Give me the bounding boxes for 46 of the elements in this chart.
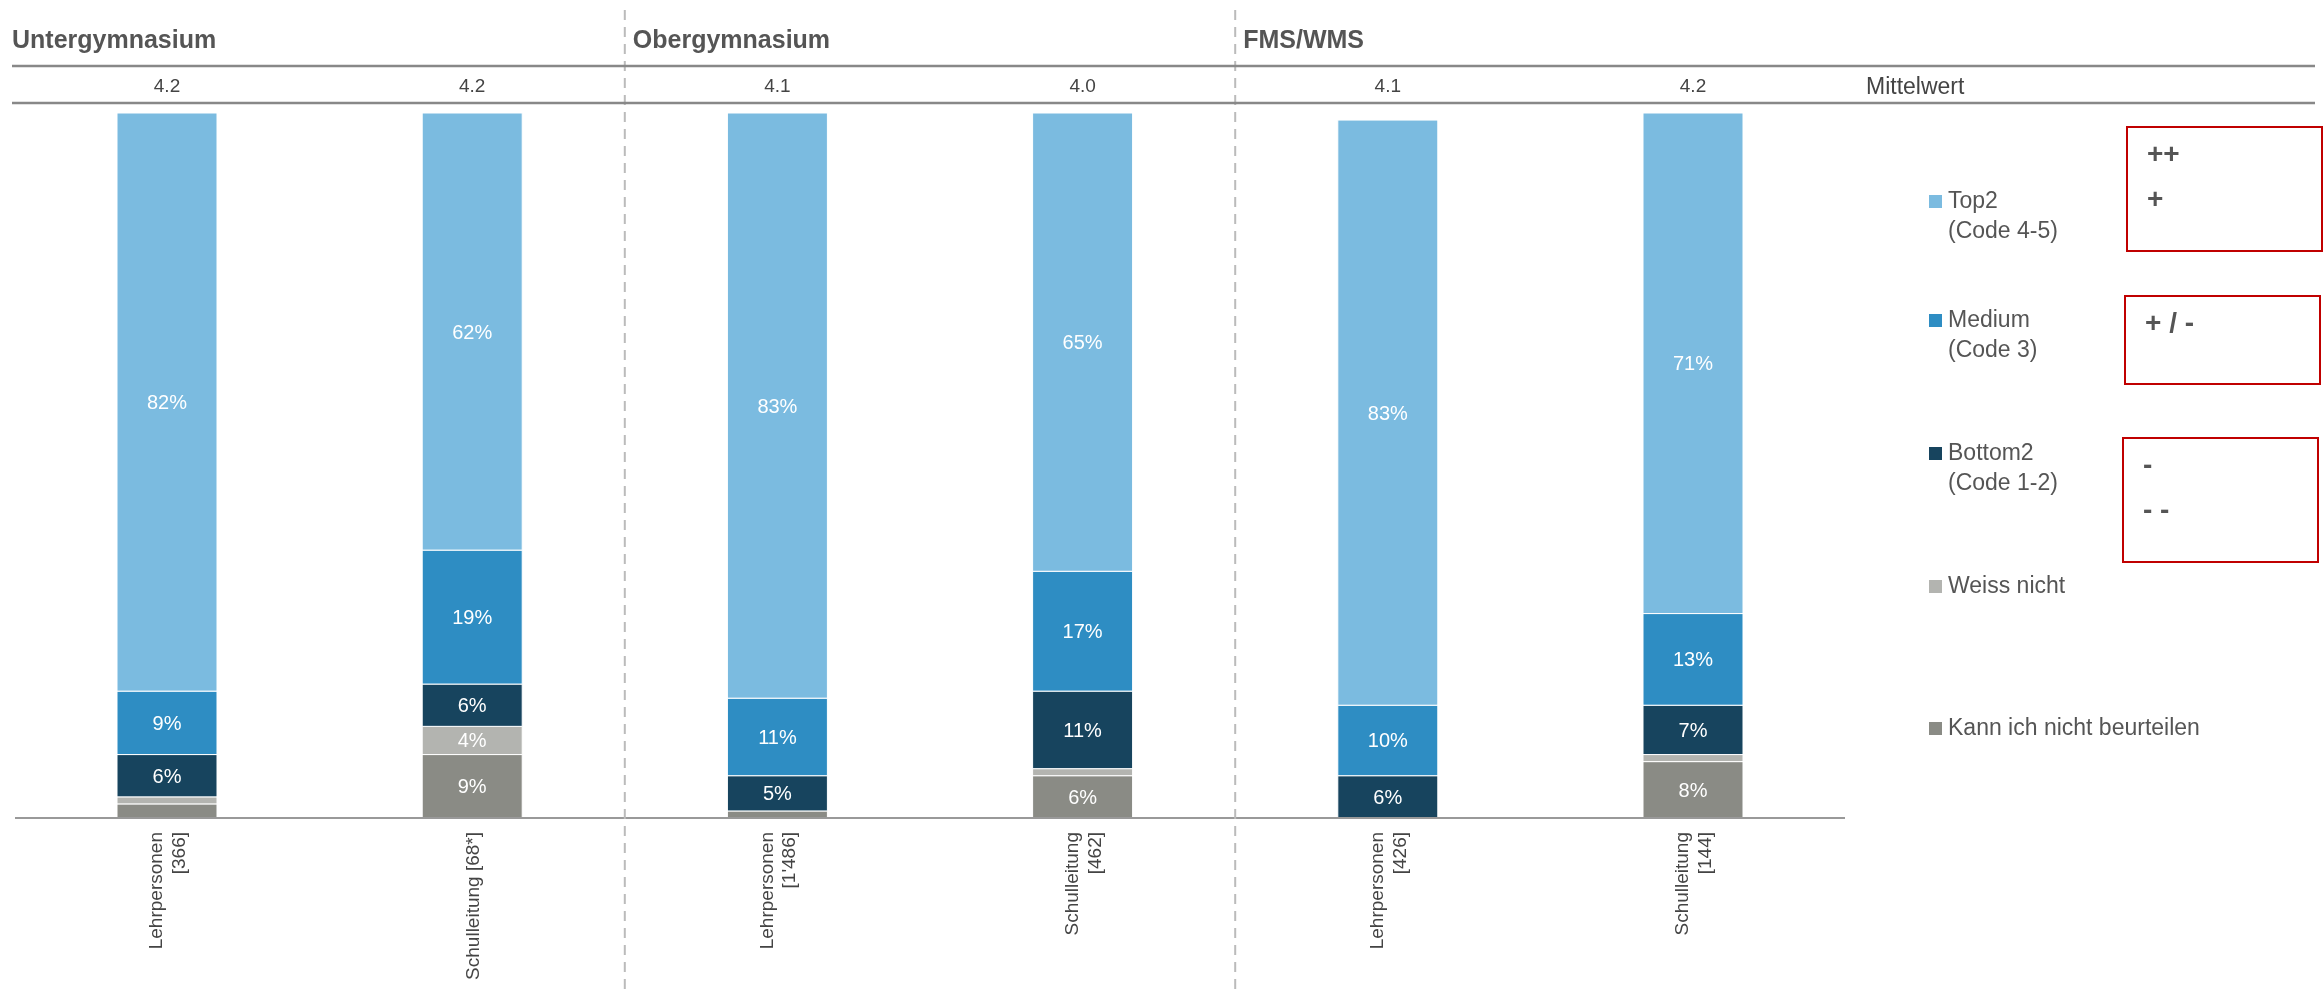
rating-box: - - - bbox=[2122, 437, 2319, 563]
legend-label: Weiss nicht bbox=[1948, 572, 2066, 598]
data-label: 82% bbox=[146, 391, 188, 414]
data-label: 13% bbox=[1672, 648, 1714, 671]
data-label: 4% bbox=[457, 729, 487, 752]
data-label: 62% bbox=[452, 320, 493, 343]
text: 4.2 bbox=[458, 75, 486, 96]
data-label: 11% bbox=[758, 725, 797, 748]
x-tick-label: Lehrpersonen [1'486] bbox=[755, 832, 800, 950]
rating-box: + / - bbox=[2124, 295, 2321, 385]
x-tick-label: Lehrpersonen [426] bbox=[1366, 832, 1410, 950]
text: Untergymnasium bbox=[12, 25, 217, 53]
x-tick-label: Lehrpersonen [366] bbox=[145, 832, 190, 950]
rating-box: ++ + bbox=[2126, 126, 2323, 252]
text: 4.0 bbox=[1069, 75, 1096, 96]
data-label: 83% bbox=[757, 394, 798, 417]
data-label: 83% bbox=[1367, 401, 1409, 424]
data-label: 6% bbox=[1068, 785, 1098, 808]
data-label: 71% bbox=[1672, 352, 1714, 375]
x-tick-label: Schulleitung [68*] bbox=[461, 832, 483, 980]
text: 4.1 bbox=[764, 75, 791, 96]
legend-label: Top2 (Code 4-5) bbox=[1948, 187, 2058, 243]
data-label: 6% bbox=[1373, 785, 1403, 808]
legend-label: Kann ich nicht beurteilen bbox=[1948, 714, 2200, 740]
x-tick-label: Schulleitung [144] bbox=[1671, 832, 1716, 936]
text: Mittelwert bbox=[1866, 73, 1966, 99]
data-label: 6% bbox=[457, 694, 487, 717]
data-label: 65% bbox=[1062, 331, 1103, 354]
data-label: 11% bbox=[1063, 718, 1103, 741]
text: 4.2 bbox=[1679, 75, 1707, 96]
data-label: 10% bbox=[1367, 729, 1409, 752]
data-label: 17% bbox=[1062, 620, 1103, 643]
text: 4.2 bbox=[153, 75, 181, 96]
legend-label: Bottom2 (Code 1-2) bbox=[1948, 439, 2058, 495]
data-label: 6% bbox=[152, 764, 182, 787]
data-label: 8% bbox=[1678, 778, 1708, 801]
data-label: 7% bbox=[1678, 718, 1708, 741]
text: FMS/WMS bbox=[1243, 25, 1365, 53]
data-label: 9% bbox=[152, 711, 182, 734]
text: Obergymnasium bbox=[632, 25, 831, 53]
data-label: 19% bbox=[452, 606, 493, 629]
data-label: 9% bbox=[457, 775, 487, 798]
text: 4.1 bbox=[1374, 75, 1402, 96]
x-tick-label: Schulleitung [462] bbox=[1060, 832, 1105, 936]
legend-label: Medium (Code 3) bbox=[1948, 306, 2038, 362]
data-label: 5% bbox=[762, 782, 793, 805]
